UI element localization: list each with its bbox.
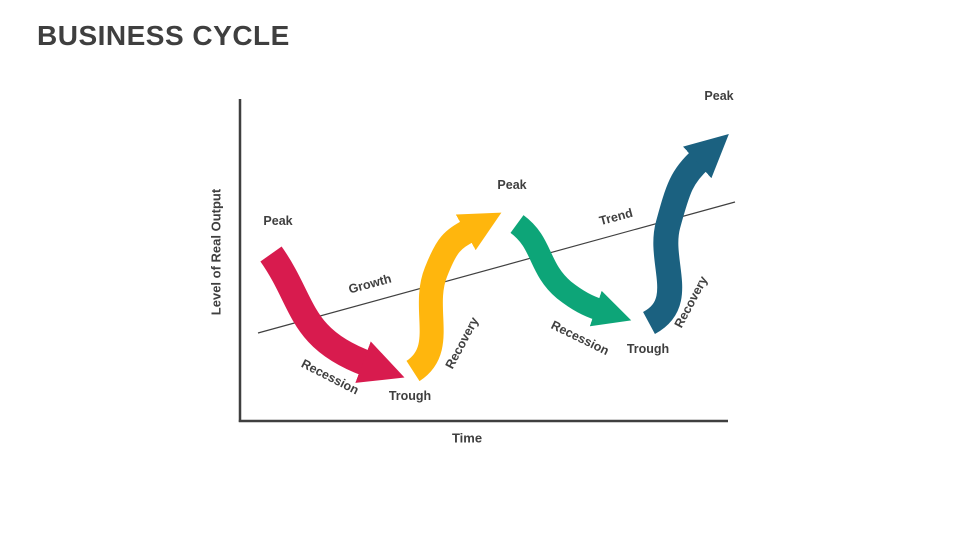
trough-label-2: Trough	[626, 342, 670, 356]
recession-arrow-2	[509, 215, 632, 327]
recovery-arrow-2	[642, 134, 729, 334]
slide-title: BUSINESS CYCLE	[37, 20, 290, 51]
x-axis-label: Time	[451, 430, 483, 446]
recovery-arrow-1	[405, 212, 502, 382]
recession-arrow-1	[260, 246, 405, 383]
peak-label-3: Peak	[704, 89, 734, 103]
peak-label-1: Peak	[263, 214, 293, 228]
trough-label-1: Trough	[388, 389, 432, 403]
y-axis-label: Level of Real Output	[208, 188, 224, 316]
peak-label-2: Peak	[497, 178, 527, 192]
